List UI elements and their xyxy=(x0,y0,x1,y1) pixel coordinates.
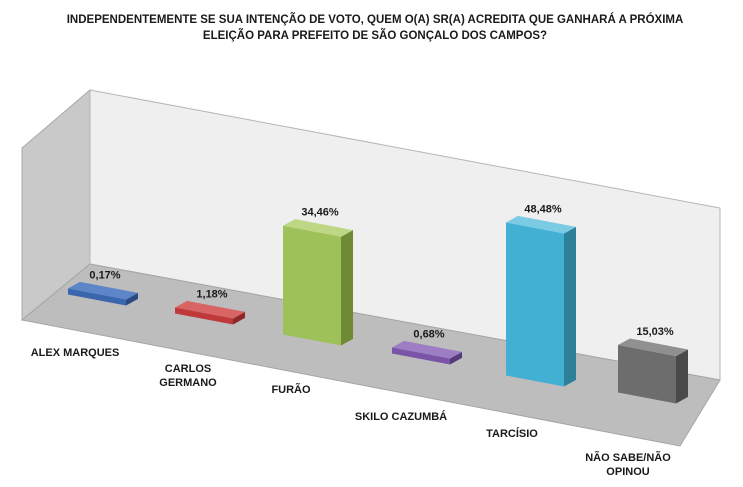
chart-title-line-1: INDEPENDENTEMENTE SE SUA INTENÇÃO DE VOT… xyxy=(66,14,684,26)
bar-side xyxy=(564,226,576,387)
bar-top xyxy=(283,219,353,237)
value-label: 1,18% xyxy=(196,288,227,300)
bar-top xyxy=(392,340,462,359)
bar xyxy=(283,219,353,346)
bar-top xyxy=(506,215,576,234)
bar-front xyxy=(392,347,450,365)
bar-top xyxy=(618,338,688,357)
bar-side xyxy=(233,311,245,325)
bar-top xyxy=(175,300,245,319)
value-label: 34,46% xyxy=(301,207,339,219)
bar xyxy=(506,215,576,387)
bar-front xyxy=(68,288,126,306)
chart-walls xyxy=(20,88,721,447)
chart-bars xyxy=(68,215,688,404)
bar-front xyxy=(175,307,233,325)
bar-side xyxy=(450,351,462,365)
category-label: FURÃO xyxy=(271,383,311,396)
bar-front xyxy=(618,345,676,404)
bar-side xyxy=(341,230,353,346)
chart-category-labels: ALEX MARQUES CARLOS GERMANO FURÃO SKILO CAZU… xyxy=(31,347,672,478)
bar xyxy=(618,338,688,404)
bar xyxy=(175,300,245,325)
category-label: SKILO CAZUMBÁ xyxy=(355,410,447,423)
bar xyxy=(68,281,138,306)
bar-front xyxy=(283,225,341,346)
value-label: 15,03% xyxy=(636,326,674,338)
bar-top xyxy=(68,281,138,300)
bar-front xyxy=(506,222,564,387)
chart-title-line-2: ELEIÇÃO PARA PREFEITO DE SÃO GONÇALO DOS… xyxy=(202,30,548,42)
value-label: 0,68% xyxy=(413,328,444,340)
chart-title: INDEPENDENTEMENTE SE SUA INTENÇÃO DE VOT… xyxy=(60,12,690,44)
bar-side xyxy=(126,292,138,306)
value-label: 0,17% xyxy=(89,269,120,281)
bar xyxy=(392,340,462,365)
category-label: NÃO SABE/NÃO OPINOU xyxy=(585,451,671,478)
chart-value-labels: 0,17% 1,18% 34,46% 0,68% 48,48% 15,03% xyxy=(89,203,673,340)
category-label: TARCÍSIO xyxy=(486,427,538,440)
bar-side xyxy=(676,349,688,404)
category-label: ALEX MARQUES xyxy=(31,347,120,359)
category-label: CARLOS GERMANO xyxy=(159,363,217,389)
value-label: 48,48% xyxy=(524,203,562,215)
